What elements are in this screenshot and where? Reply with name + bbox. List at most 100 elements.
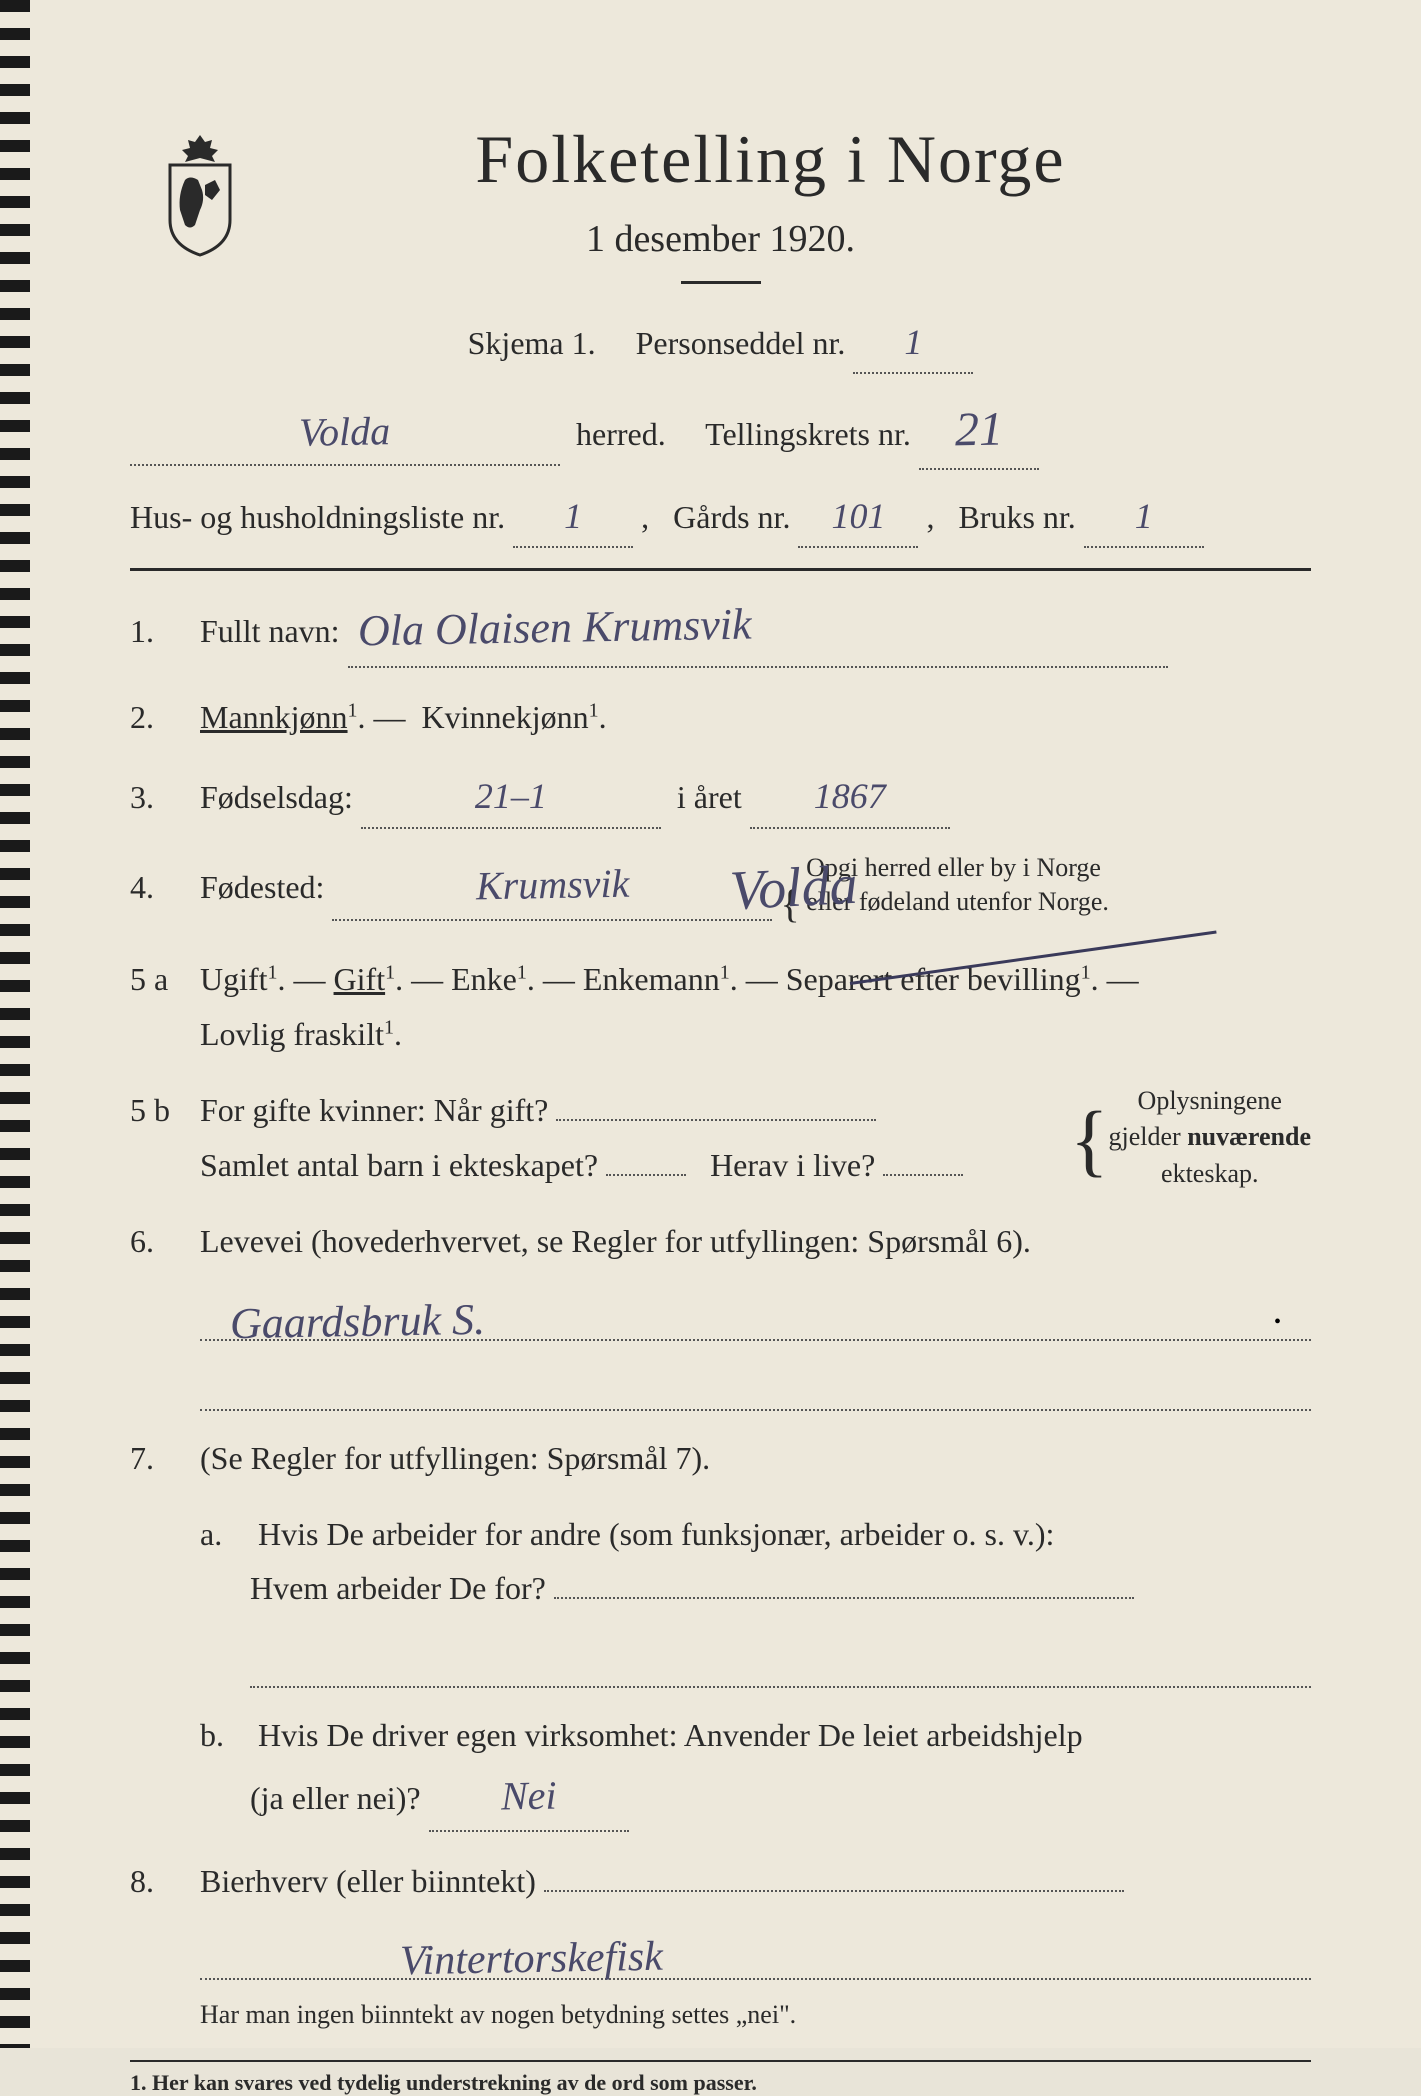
q7-label: (Se Regler for utfyllingen: Spørsmål 7). xyxy=(200,1431,1311,1485)
q5b-brace: { xyxy=(1070,1110,1108,1164)
q4-overlay: Volda xyxy=(728,838,860,940)
meta-divider xyxy=(130,568,1311,571)
q7a-line2: Hvem arbeider De for? xyxy=(250,1570,546,1606)
herred-value: Volda xyxy=(299,399,391,465)
q6-value: Gaardsbruk S. xyxy=(230,1293,486,1348)
q7a-line1: Hvis De arbeider for andre (som funksjon… xyxy=(258,1516,1054,1552)
q7a: a. Hvis De arbeider for andre (som funks… xyxy=(200,1507,1311,1616)
skjema-row: Skjema 1. Personseddel nr. 1 xyxy=(130,314,1311,374)
q2-sup2: 1 xyxy=(589,699,599,721)
q7a-field-2[interactable] xyxy=(250,1638,1311,1688)
q2-kvinne: Kvinnekjønn xyxy=(422,699,589,735)
q7b-field[interactable]: Nei xyxy=(429,1762,629,1832)
q6-label: Levevei (hovederhvervet, se Regler for u… xyxy=(200,1214,1311,1268)
q5a-opt4: Separert efter bevilling xyxy=(786,961,1081,997)
gards-field[interactable]: 101 xyxy=(798,488,918,548)
footer-note: Har man ingen biinntekt av nogen betydni… xyxy=(200,2000,1311,2030)
q4-value: Krumsvik xyxy=(475,850,629,921)
q3-day-field[interactable]: 21–1 xyxy=(361,766,661,829)
coat-of-arms-icon xyxy=(150,130,250,260)
tiny-footer: 1. Her kan svares ved tydelig understrek… xyxy=(130,2060,1311,2096)
q2-mann: Mannkjønn xyxy=(200,699,348,735)
q1-num: 1. xyxy=(130,604,200,658)
perforation-edge xyxy=(0,0,30,2048)
q5b-barn-field[interactable] xyxy=(606,1174,686,1176)
q5a-opt3: Enkemann xyxy=(583,961,720,997)
q4-num: 4. xyxy=(130,860,200,914)
q3: 3. Fødselsdag: 21–1 i året 1867 xyxy=(130,766,1311,829)
q4-field[interactable]: Krumsvik xyxy=(332,851,772,921)
q8-field-2[interactable]: Vintertorskefisk xyxy=(200,1930,1311,1980)
q5b-live-field[interactable] xyxy=(883,1174,963,1176)
q7b-letter: b. xyxy=(200,1708,250,1762)
q7b: b. Hvis De driver egen virksomhet: Anven… xyxy=(200,1708,1311,1832)
q5b-gift-field[interactable] xyxy=(556,1119,876,1121)
q1: 1. Fullt navn: Ola Olaisen Krumsvik xyxy=(130,591,1311,668)
tellingskrets-field[interactable]: 21 xyxy=(919,392,1039,471)
q7: 7. (Se Regler for utfyllingen: Spørsmål … xyxy=(130,1431,1311,1485)
header: Folketelling i Norge 1 desember 1920. xyxy=(130,120,1311,284)
q7b-value: Nei xyxy=(500,1762,557,1831)
q4-label: Fødested: xyxy=(200,869,324,905)
husliste-field[interactable]: 1 xyxy=(513,488,633,548)
q5a-opt5: Lovlig fraskilt xyxy=(200,1016,384,1052)
q1-value: Ola Olaisen Krumsvik xyxy=(357,588,752,670)
q2-sup1: 1 xyxy=(348,699,358,721)
gards-value: 101 xyxy=(831,496,885,536)
herred-field[interactable]: Volda xyxy=(130,400,560,466)
q5b: 5 b For gifte kvinner: Når gift? Samlet … xyxy=(130,1083,1311,1192)
tellingskrets-value: 21 xyxy=(954,391,1003,469)
personseddel-value: 1 xyxy=(904,322,922,362)
herred-row: Volda herred. Tellingskrets nr. 21 xyxy=(130,392,1311,471)
q5a-opt1: Gift xyxy=(334,961,386,997)
q5a: 5 a Ugift1. — Gift1. — Enke1. — Enkemann… xyxy=(130,952,1311,1061)
q3-year-field[interactable]: 1867 xyxy=(750,766,950,829)
q8-field[interactable] xyxy=(544,1890,1124,1892)
bruks-label: Bruks nr. xyxy=(958,499,1075,535)
q7b-line1: Hvis De driver egen virksomhet: Anvender… xyxy=(258,1717,1083,1753)
q7-num: 7. xyxy=(130,1431,200,1485)
q6-dot: • xyxy=(1274,1311,1281,1334)
skjema-label: Skjema 1. xyxy=(468,325,596,361)
personseddel-field[interactable]: 1 xyxy=(853,314,973,374)
herred-label: herred. xyxy=(576,416,666,452)
q5b-sidenote: Oplysningene gjelder nuværende ekteskap. xyxy=(1109,1083,1311,1192)
q5b-line2: Samlet antal barn i ekteskapet? xyxy=(200,1147,598,1183)
tellingskrets-label: Tellingskrets nr. xyxy=(705,416,911,452)
q6: 6. Levevei (hovederhvervet, se Regler fo… xyxy=(130,1214,1311,1268)
q7b-line2: (ja eller nei)? xyxy=(250,1780,421,1816)
q5b-line1: For gifte kvinner: Når gift? xyxy=(200,1092,548,1128)
q7a-letter: a. xyxy=(200,1507,250,1561)
q5b-num: 5 b xyxy=(130,1083,200,1137)
q6-num: 6. xyxy=(130,1214,200,1268)
q5a-opt0: Ugift xyxy=(200,961,268,997)
personseddel-label: Personseddel nr. xyxy=(636,325,846,361)
q2: 2. Mannkjønn1. — Kvinnekjønn1. xyxy=(130,690,1311,744)
q5a-opt2: Enke xyxy=(451,961,517,997)
q2-num: 2. xyxy=(130,690,200,744)
q3-day: 21–1 xyxy=(475,776,547,816)
q8: 8. Bierhverv (eller biinntekt) xyxy=(130,1854,1311,1908)
q4: 4. Fødested: Krumsvik { Opgi herred elle… xyxy=(130,851,1311,930)
page-subtitle: 1 desember 1920. xyxy=(130,217,1311,261)
q8-value: Vintertorskefisk xyxy=(400,1933,664,1986)
census-form: Folketelling i Norge 1 desember 1920. Sk… xyxy=(0,0,1421,2048)
q7a-field[interactable] xyxy=(554,1597,1134,1599)
q3-year-label: i året xyxy=(677,779,742,815)
husliste-label: Hus- og husholdningsliste nr. xyxy=(130,499,505,535)
bruks-value: 1 xyxy=(1135,496,1153,536)
gards-label: Gårds nr. xyxy=(673,499,790,535)
title-divider xyxy=(681,281,761,284)
husliste-row: Hus- og husholdningsliste nr. 1 , Gårds … xyxy=(130,488,1311,548)
q6-field[interactable]: Gaardsbruk S. • xyxy=(200,1291,1311,1341)
q1-label: Fullt navn: xyxy=(200,613,340,649)
q8-label: Bierhverv (eller biinntekt) xyxy=(200,1863,536,1899)
q2-dash: . — xyxy=(358,699,406,735)
bruks-field[interactable]: 1 xyxy=(1084,488,1204,548)
q6-field-2[interactable] xyxy=(200,1361,1311,1411)
q8-num: 8. xyxy=(130,1854,200,1908)
page-title: Folketelling i Norge xyxy=(130,120,1311,199)
q3-num: 3. xyxy=(130,770,200,824)
q1-field[interactable]: Ola Olaisen Krumsvik xyxy=(348,591,1168,668)
husliste-value: 1 xyxy=(564,496,582,536)
